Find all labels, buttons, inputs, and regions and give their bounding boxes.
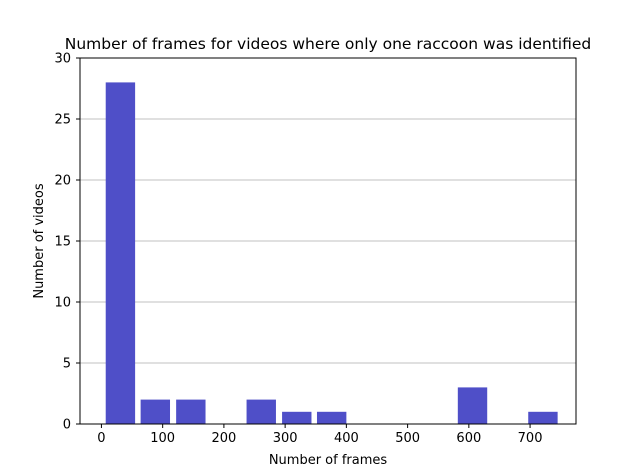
y-axis-ticks: 0 5 10 15 20 25 30 (54, 52, 80, 433)
bar (176, 399, 206, 424)
y-tick-label: 0 (63, 418, 71, 433)
y-tick-label: 5 (63, 357, 71, 372)
chart-title: Number of frames for videos where only o… (65, 35, 591, 53)
bar (457, 387, 488, 424)
x-tick-label: 700 (518, 431, 543, 446)
bar (282, 411, 312, 424)
x-tick-label: 0 (97, 431, 105, 446)
y-tick-label: 15 (54, 235, 71, 250)
y-tick-label: 20 (54, 174, 71, 189)
gridlines (80, 118, 576, 364)
x-axis-label: Number of frames (269, 453, 388, 468)
y-tick-label: 10 (54, 296, 71, 311)
x-tick-label: 400 (334, 431, 359, 446)
bar (105, 82, 136, 425)
bar (528, 411, 558, 424)
x-tick-label: 300 (273, 431, 298, 446)
y-tick-label: 25 (54, 113, 71, 128)
x-tick-label: 100 (150, 431, 175, 446)
x-tick-label: 500 (395, 431, 420, 446)
bars (105, 82, 558, 425)
bar (316, 411, 347, 424)
x-tick-label: 200 (211, 431, 236, 446)
bar (140, 399, 171, 424)
bar (246, 399, 276, 424)
y-axis-label: Number of videos (32, 183, 47, 299)
y-tick-label: 30 (54, 52, 71, 67)
x-axis-ticks: 0 100 200 300 400 500 600 700 (97, 424, 542, 446)
x-tick-label: 600 (456, 431, 481, 446)
